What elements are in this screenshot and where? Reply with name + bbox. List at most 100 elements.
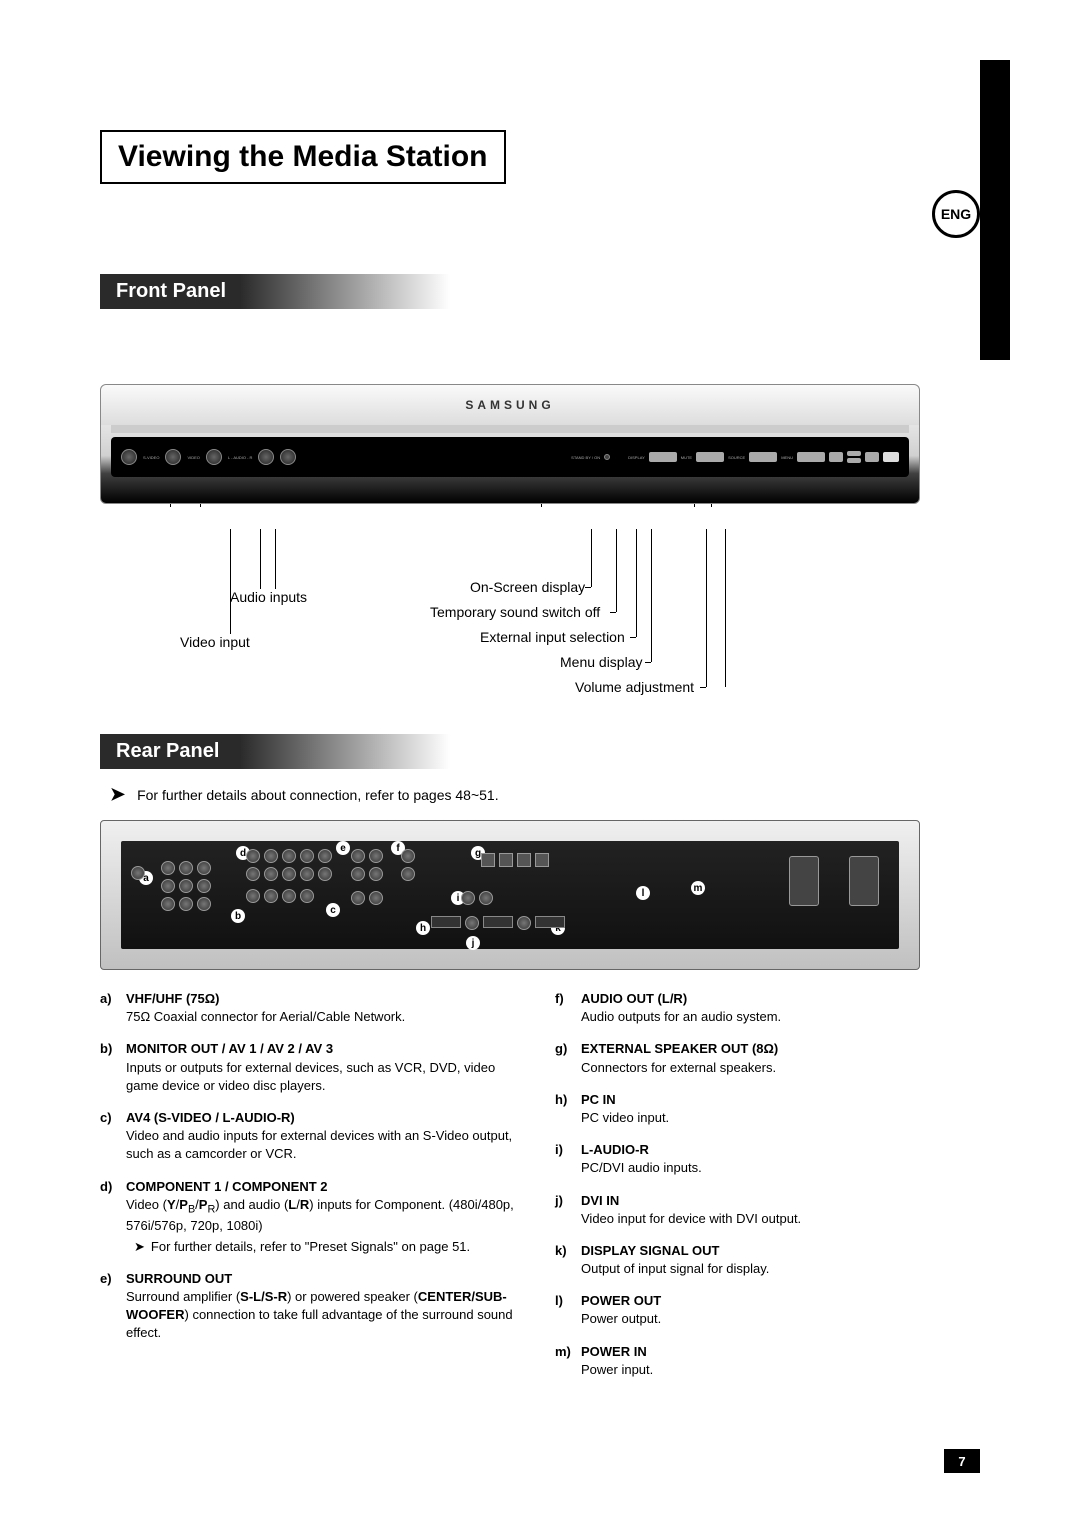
item-subnote: ➤ For further details, refer to "Preset S…: [134, 1238, 525, 1256]
description-columns: a)VHF/UHF (75Ω)75Ω Coaxial connector for…: [100, 990, 980, 1393]
standby-led: [604, 454, 610, 460]
desc-item: a)VHF/UHF (75Ω)75Ω Coaxial connector for…: [100, 990, 525, 1026]
label-mute: Temporary sound switch off: [430, 604, 600, 620]
item-title: DVI IN: [581, 1192, 980, 1210]
source-button: [749, 452, 777, 462]
language-badge: ENG: [932, 190, 980, 238]
label-ext-input: External input selection: [480, 629, 625, 645]
item-text: Inputs or outputs for external devices, …: [126, 1059, 525, 1095]
item-text: Output of input signal for display.: [581, 1260, 980, 1278]
desc-item: m)POWER INPower input.: [555, 1343, 980, 1379]
desc-item: g)EXTERNAL SPEAKER OUT (8Ω)Connectors fo…: [555, 1040, 980, 1076]
item-key: h): [555, 1091, 575, 1127]
item-body: EXTERNAL SPEAKER OUT (8Ω)Connectors for …: [581, 1040, 980, 1076]
item-key: k): [555, 1242, 575, 1278]
arrow-icon: ➤: [110, 784, 125, 805]
rear-device-illustration: a b c d e f g h i j k l m: [100, 820, 920, 970]
item-text: Power output.: [581, 1310, 980, 1328]
item-key: f): [555, 990, 575, 1026]
badge-j: j: [466, 936, 480, 950]
badge-e: e: [336, 841, 350, 855]
label-volume: Volume adjustment: [575, 679, 694, 695]
item-title: POWER IN: [581, 1343, 980, 1361]
video-jack: [206, 449, 222, 465]
item-key: g): [555, 1040, 575, 1076]
item-title: AV4 (S-VIDEO / L-AUDIO-R): [126, 1109, 525, 1127]
power-button: [883, 452, 899, 462]
desc-item: i)L-AUDIO-RPC/DVI audio inputs.: [555, 1141, 980, 1177]
badge-l: l: [636, 886, 650, 900]
item-title: PC IN: [581, 1091, 980, 1109]
badge-h: h: [416, 921, 430, 935]
samsung-logo: SAMSUNG: [465, 398, 554, 412]
desc-item: e)SURROUND OUTSurround amplifier (S-L/S-…: [100, 1270, 525, 1343]
item-key: j): [555, 1192, 575, 1228]
menu-button: [797, 452, 825, 462]
item-key: c): [100, 1109, 120, 1164]
arrow-icon: ➤: [134, 1238, 145, 1256]
item-body: AV4 (S-VIDEO / L-AUDIO-R)Video and audio…: [126, 1109, 525, 1164]
item-text: Audio outputs for an audio system.: [581, 1008, 980, 1026]
item-key: e): [100, 1270, 120, 1343]
item-body: SURROUND OUTSurround amplifier (S-L/S-R)…: [126, 1270, 525, 1343]
desc-item: j)DVI INVideo input for device with DVI …: [555, 1192, 980, 1228]
item-title: DISPLAY SIGNAL OUT: [581, 1242, 980, 1260]
side-tab: [980, 60, 1010, 360]
label-video-input: Video input: [180, 634, 250, 650]
desc-item: c)AV4 (S-VIDEO / L-AUDIO-R)Video and aud…: [100, 1109, 525, 1164]
subnote-text: For further details, refer to "Preset Si…: [151, 1238, 470, 1256]
ch-up-button: [847, 451, 861, 456]
audio-r-jack: [280, 449, 296, 465]
vol-down-button: [829, 452, 843, 462]
item-title: COMPONENT 1 / COMPONENT 2: [126, 1178, 525, 1196]
front-device-illustration: SAMSUNG S-VIDEO VIDEO L - AUDIO - R STAN…: [100, 384, 920, 504]
item-key: i): [555, 1141, 575, 1177]
coax-port: [131, 866, 145, 880]
item-body: POWER INPower input.: [581, 1343, 980, 1379]
audio-l-jack: [258, 449, 274, 465]
item-key: b): [100, 1040, 120, 1095]
label-osd: On-Screen display: [470, 579, 585, 595]
item-body: L-AUDIO-RPC/DVI audio inputs.: [581, 1141, 980, 1177]
item-title: L-AUDIO-R: [581, 1141, 980, 1159]
desc-item: b)MONITOR OUT / AV 1 / AV 2 / AV 3Inputs…: [100, 1040, 525, 1095]
item-text: PC/DVI audio inputs.: [581, 1159, 980, 1177]
item-key: d): [100, 1178, 120, 1256]
rear-panel-heading: Rear Panel: [100, 734, 450, 769]
display-button: [649, 452, 677, 462]
item-title: VHF/UHF (75Ω): [126, 990, 525, 1008]
rear-note: ➤ For further details about connection, …: [110, 784, 980, 805]
item-key: a): [100, 990, 120, 1026]
badge-m: m: [691, 881, 705, 895]
item-text: 75Ω Coaxial connector for Aerial/Cable N…: [126, 1008, 525, 1026]
item-text: Connectors for external speakers.: [581, 1059, 980, 1077]
item-text: Power input.: [581, 1361, 980, 1379]
item-body: DVI INVideo input for device with DVI ou…: [581, 1192, 980, 1228]
desc-item: k) DISPLAY SIGNAL OUTOutput of input sign…: [555, 1242, 980, 1278]
item-key: l): [555, 1292, 575, 1328]
item-title: EXTERNAL SPEAKER OUT (8Ω): [581, 1040, 980, 1058]
item-title: POWER OUT: [581, 1292, 980, 1310]
front-panel-section: Front Panel Headphone connector S-Video …: [100, 274, 980, 704]
desc-item: l)POWER OUTPower output.: [555, 1292, 980, 1328]
item-body: VHF/UHF (75Ω)75Ω Coaxial connector for A…: [126, 990, 525, 1026]
power-in-port: [849, 856, 879, 906]
item-text: PC video input.: [581, 1109, 980, 1127]
item-key: m): [555, 1343, 575, 1379]
power-out-port: [789, 856, 819, 906]
item-text: Surround amplifier (S-L/S-R) or powered …: [126, 1288, 525, 1343]
item-body: POWER OUTPower output.: [581, 1292, 980, 1328]
item-text: Video input for device with DVI output.: [581, 1210, 980, 1228]
item-body: MONITOR OUT / AV 1 / AV 2 / AV 3Inputs o…: [126, 1040, 525, 1095]
vol-up-button: [865, 452, 879, 462]
page-content: ENG Viewing the Media Station Front Pane…: [100, 130, 980, 1393]
desc-item: f)AUDIO OUT (L/R)Audio outputs for an au…: [555, 990, 980, 1026]
item-body: AUDIO OUT (L/R)Audio outputs for an audi…: [581, 990, 980, 1026]
right-column: f)AUDIO OUT (L/R)Audio outputs for an au…: [555, 990, 980, 1393]
item-title: MONITOR OUT / AV 1 / AV 2 / AV 3: [126, 1040, 525, 1058]
rear-panel-section: Rear Panel ➤ For further details about c…: [100, 734, 980, 1393]
badge-b: b: [231, 909, 245, 923]
page-number: 7: [944, 1449, 980, 1473]
left-column: a)VHF/UHF (75Ω)75Ω Coaxial connector for…: [100, 990, 525, 1393]
desc-item: h) PC INPC video input.: [555, 1091, 980, 1127]
